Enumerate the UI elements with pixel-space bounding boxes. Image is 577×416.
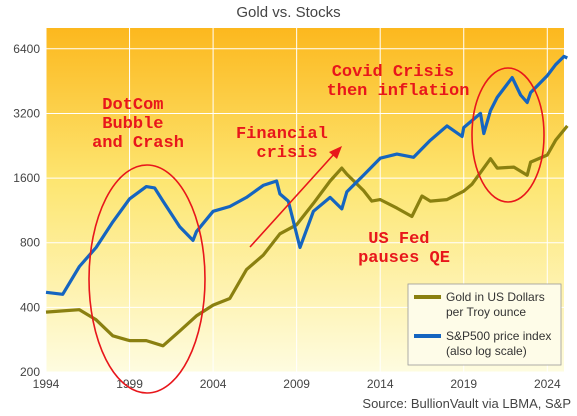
chart-title: Gold vs. Stocks (236, 4, 341, 21)
source-note: Source: BullionVault via LBMA, S&P (362, 396, 571, 411)
gold-price-line (45, 124, 569, 348)
y-tick-label: 3200 (13, 106, 40, 120)
x-tick-label: 2019 (450, 377, 477, 391)
x-tick-label: 2024 (534, 377, 561, 391)
annotation-dotcom: DotCom Bubble and Crash (92, 96, 184, 153)
y-tick-label: 400 (20, 300, 40, 314)
annotation-fed: US Fed pauses QE (358, 230, 450, 268)
legend-label-sp500: S&P500 price index (also log scale) (446, 329, 555, 358)
legend: Gold in US Dollars per Troy ounce S&P500… (407, 283, 562, 366)
financial-arrow-head (329, 146, 342, 159)
x-tick-label: 2004 (200, 377, 227, 391)
sp500-line (45, 54, 568, 296)
financial-arrow-line (249, 152, 336, 248)
x-tick-label: 2014 (367, 377, 394, 391)
legend-label-gold: Gold in US Dollars per Troy ounce (446, 290, 548, 319)
y-tick-label: 1600 (13, 171, 40, 185)
x-tick-label: 1999 (116, 377, 143, 391)
y-tick-label: 800 (20, 236, 40, 250)
x-tick-label: 1994 (33, 377, 60, 391)
y-tick-label: 6400 (13, 42, 40, 56)
y-tick-label: 200 (20, 365, 40, 379)
dotcom-circle (88, 164, 206, 394)
annotation-covid: Covid Crisis then inflation (327, 63, 470, 101)
x-tick-label: 2009 (283, 377, 310, 391)
covid-circle (471, 67, 545, 203)
annotation-financial: Financial crisis (236, 125, 338, 163)
